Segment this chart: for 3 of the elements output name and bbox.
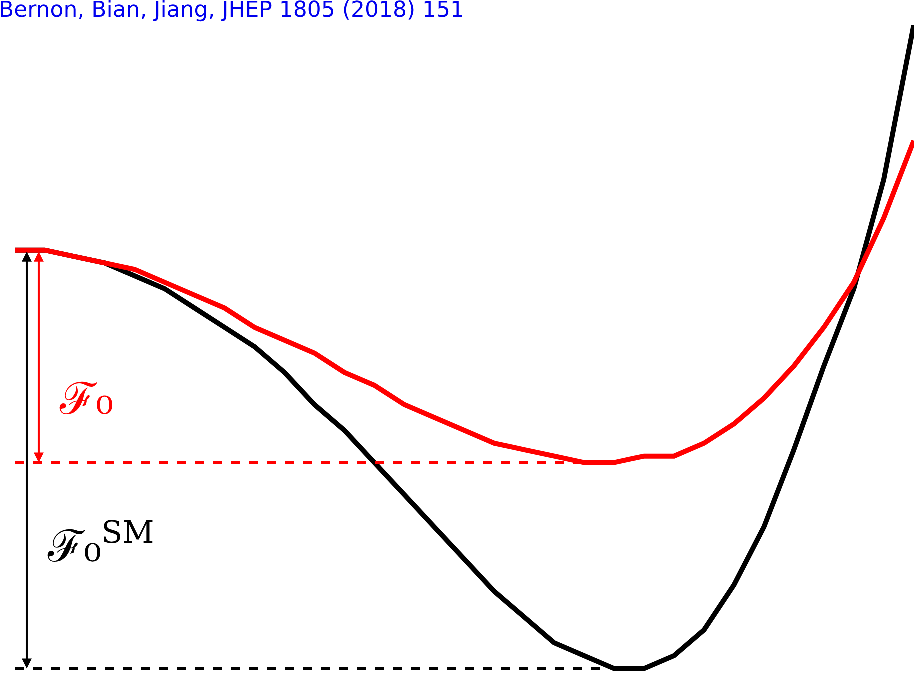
annotation: ℱ₀$^{SM}$ [47, 515, 154, 572]
text: Bernon, Bian, Jiang, JHEP 1805 (2018) 151 [0, 0, 465, 23]
annotation: ℱ₀ [59, 374, 114, 425]
